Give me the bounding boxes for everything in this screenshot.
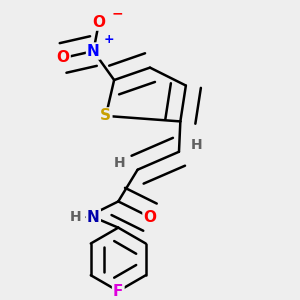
Text: O: O	[57, 50, 70, 65]
Text: +: +	[104, 33, 115, 46]
Text: N: N	[87, 44, 100, 59]
Text: O: O	[143, 210, 157, 225]
Text: H: H	[114, 156, 125, 170]
Text: S: S	[100, 108, 111, 123]
Text: −: −	[111, 6, 123, 20]
Text: H: H	[191, 138, 203, 152]
Text: H: H	[70, 210, 81, 224]
Text: N: N	[87, 210, 100, 225]
Text: F: F	[113, 284, 124, 298]
Text: O: O	[92, 15, 106, 30]
